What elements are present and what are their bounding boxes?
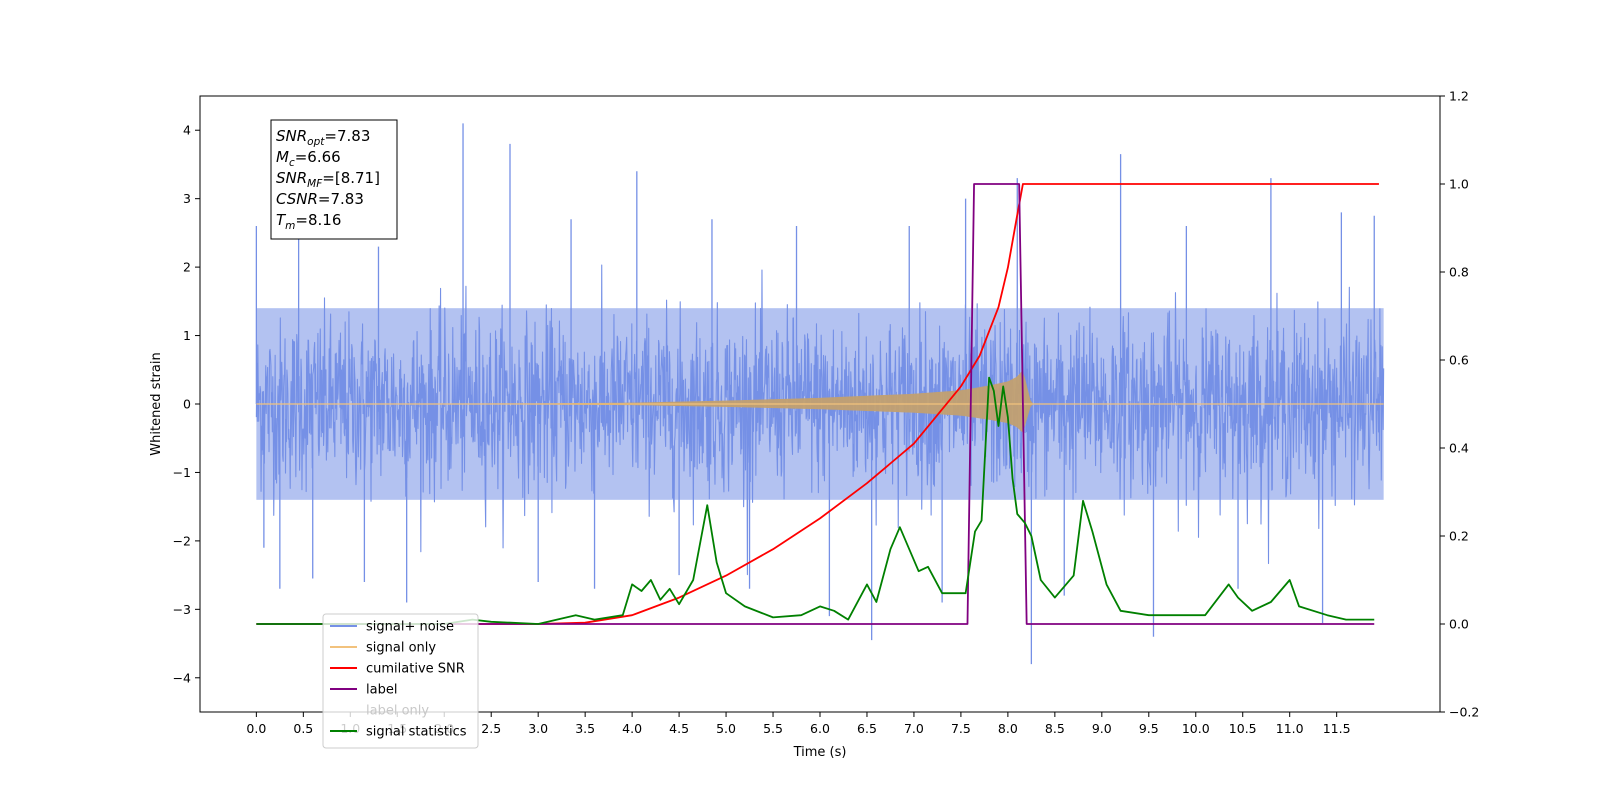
x-tick-label-16: 8.0 (998, 721, 1018, 736)
axes-layer: 0.00.51.01.52.02.53.03.54.04.55.05.56.06… (173, 89, 1480, 737)
x-tick-label-23: 11.5 (1323, 721, 1351, 736)
x-tick-label-11: 5.5 (763, 721, 783, 736)
x-tick-label-19: 9.5 (1139, 721, 1159, 736)
y2-tick-label-3: 0.4 (1449, 441, 1469, 456)
x-tick-label-12: 6.0 (810, 721, 830, 736)
x-tick-label-5: 2.5 (481, 721, 501, 736)
y2-tick-label-0: −0.2 (1449, 705, 1479, 720)
series-3-line (256, 183, 1375, 625)
series-1-chirp-envelope (256, 370, 1384, 433)
x-tick-label-15: 7.5 (951, 721, 971, 736)
y2-tick-label-1: 0.0 (1449, 617, 1469, 632)
series-2-line (256, 183, 1379, 625)
x-tick-label-13: 6.5 (857, 721, 877, 736)
x-tick-label-0: 0.0 (246, 721, 266, 736)
y-tick-label-8: 4 (183, 123, 191, 138)
series-layer (255, 123, 1385, 665)
annotation-line-2: SNRMF=[8.71] (276, 169, 380, 190)
legend-label-2: cumilative SNR (366, 662, 465, 677)
legend-label-1: signal only (366, 641, 436, 656)
legend-label-5: signal statistics (366, 725, 467, 740)
annotation-line-3: CSNR=7.83 (276, 190, 364, 208)
legend: signal+ noise signal only cumilative SNR la… (322, 613, 479, 749)
y-tick-label-5: 1 (183, 328, 191, 343)
x-tick-label-1: 0.5 (293, 721, 313, 736)
legend-label-4: label only (366, 704, 429, 719)
y2-tick-label-6: 1.0 (1449, 177, 1469, 192)
annotation-line-0: SNRopt=7.83 (276, 127, 370, 148)
x-tick-label-17: 8.5 (1045, 721, 1065, 736)
x-axis-label: Time (s) (793, 745, 847, 760)
y-axis-label: Whitened strain (149, 352, 164, 455)
y-tick-label-3: −1 (173, 465, 191, 480)
x-tick-label-10: 5.0 (716, 721, 736, 736)
series-5-line (256, 376, 1375, 625)
y2-tick-label-2: 0.2 (1449, 529, 1469, 544)
y-tick-label-4: 0 (183, 397, 191, 412)
x-tick-label-20: 10.0 (1182, 721, 1210, 736)
y2-tick-label-4: 0.6 (1449, 353, 1469, 368)
annotation-frame (270, 119, 398, 240)
y-tick-label-7: 3 (183, 191, 191, 206)
x-tick-label-7: 3.5 (575, 721, 595, 736)
legend-label-0: signal+ noise (366, 620, 454, 635)
y-tick-label-6: 2 (183, 260, 191, 275)
y-tick-label-2: −2 (173, 533, 191, 548)
x-tick-label-22: 11.0 (1276, 721, 1304, 736)
y-tick-label-0: −4 (173, 670, 191, 685)
legend-frame (322, 613, 479, 749)
annotation-line-4: Tm=8.16 (276, 211, 341, 232)
x-tick-label-21: 10.5 (1229, 721, 1257, 736)
x-tick-label-14: 7.0 (904, 721, 924, 736)
x-tick-label-18: 9.0 (1092, 721, 1112, 736)
legend-label-3: label (366, 683, 397, 698)
annotation-line-1: Mc=6.66 (276, 148, 341, 169)
y-tick-label-1: −3 (173, 602, 191, 617)
x-tick-label-9: 4.5 (669, 721, 689, 736)
x-tick-label-6: 3.0 (528, 721, 548, 736)
y2-tick-label-7: 1.2 (1449, 89, 1469, 104)
x-tick-label-8: 4.0 (622, 721, 642, 736)
y2-tick-label-5: 0.8 (1449, 265, 1469, 280)
